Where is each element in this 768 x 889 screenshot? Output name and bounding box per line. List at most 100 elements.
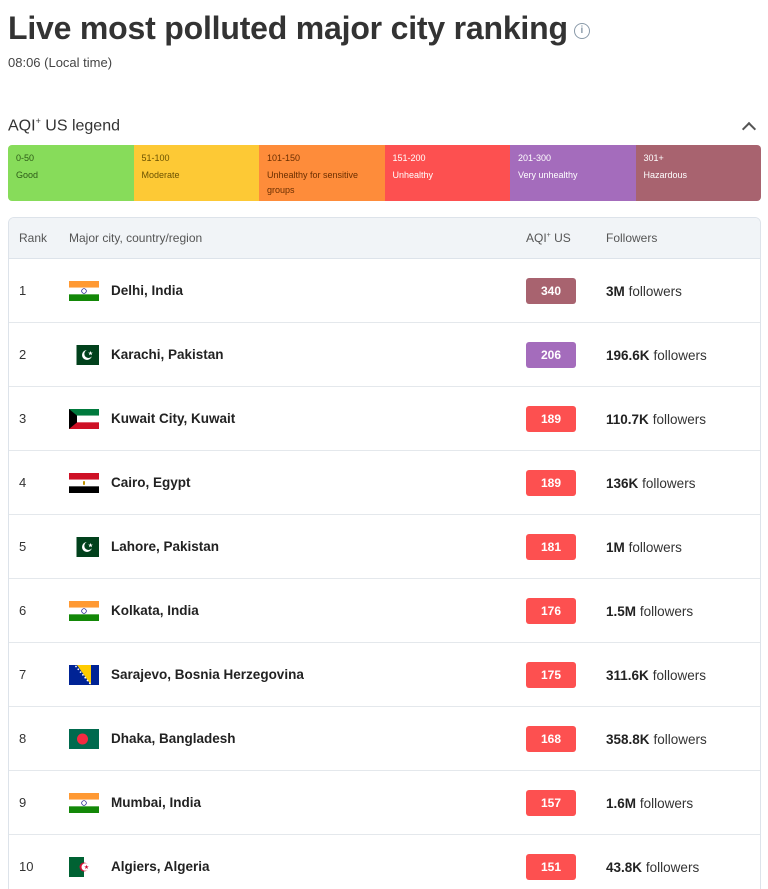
aqi-badge: 176 bbox=[526, 597, 576, 624]
header-rank[interactable]: Rank bbox=[19, 231, 48, 245]
city-name[interactable]: Delhi, India bbox=[111, 283, 184, 298]
header-city[interactable]: Major city, country/region bbox=[69, 231, 203, 245]
table-row[interactable]: 1 Delhi, India 340 3M followers bbox=[9, 259, 760, 323]
row-aqi: 168 bbox=[526, 725, 606, 752]
row-city[interactable]: Dhaka, Bangladesh bbox=[69, 728, 526, 749]
followers-label: followers bbox=[653, 731, 707, 747]
legend-range: 101-150 bbox=[267, 153, 301, 163]
row-aqi: 181 bbox=[526, 533, 606, 560]
row-rank: 8 bbox=[19, 731, 27, 746]
table-row[interactable]: 3 Kuwait City, Kuwait 189 110.7K followers bbox=[9, 387, 760, 451]
local-time: 08:06 (Local time) bbox=[8, 55, 113, 70]
city-name[interactable]: Kolkata, India bbox=[111, 603, 199, 618]
pakistan-flag-icon bbox=[69, 536, 99, 557]
table-header: Rank Major city, country/region AQI+ US … bbox=[9, 218, 760, 259]
row-followers: 43.8K followers bbox=[606, 859, 760, 875]
followers-count: 1.6M bbox=[606, 795, 637, 811]
aqi-badge: 168 bbox=[526, 725, 576, 752]
followers-count: 1M bbox=[606, 539, 625, 555]
table-row[interactable]: 8 Dhaka, Bangladesh 168 358.8K followers bbox=[9, 707, 760, 771]
legend-range: 301+ bbox=[643, 153, 664, 163]
aqi-badge: 340 bbox=[526, 277, 576, 304]
followers-label: followers bbox=[628, 283, 682, 299]
row-followers: 196.6K followers bbox=[606, 347, 760, 363]
legend-segment-very-unhealthy: 201-300 Very unhealthy bbox=[510, 145, 636, 201]
row-aqi: 340 bbox=[526, 277, 606, 304]
row-city[interactable]: Mumbai, India bbox=[69, 792, 526, 813]
legend-segment-unhealthy: 151-200 Unhealthy bbox=[384, 145, 510, 201]
header-followers[interactable]: Followers bbox=[606, 231, 658, 245]
row-aqi: 175 bbox=[526, 661, 606, 688]
legend-label: Unhealthy for sensitive groups bbox=[267, 170, 359, 195]
row-city[interactable]: Algiers, Algeria bbox=[69, 856, 526, 877]
aqi-badge: 175 bbox=[526, 661, 576, 688]
page-title: Live most polluted major city ranking bbox=[8, 10, 568, 46]
table-row[interactable]: 5 Lahore, Pakistan 181 1M followers bbox=[9, 515, 760, 579]
row-rank: 1 bbox=[19, 283, 27, 298]
followers-count: 358.8K bbox=[606, 731, 650, 747]
legend-label: Hazardous bbox=[643, 170, 688, 180]
legend-segment-hazardous: 301+ Hazardous bbox=[635, 145, 761, 201]
row-rank: 10 bbox=[19, 859, 34, 874]
row-rank: 3 bbox=[19, 411, 27, 426]
info-icon[interactable]: i bbox=[573, 23, 590, 39]
header-aqi[interactable]: AQI+ US bbox=[526, 231, 571, 245]
bangladesh-flag-icon bbox=[69, 728, 99, 749]
followers-label: followers bbox=[639, 795, 694, 811]
row-followers: 1.6M followers bbox=[606, 795, 760, 811]
row-followers: 136K followers bbox=[606, 475, 760, 491]
city-name[interactable]: Algiers, Algeria bbox=[111, 859, 210, 874]
city-name[interactable]: Sarajevo, Bosnia Herzegovina bbox=[111, 667, 304, 682]
table-row[interactable]: 7 Sarajevo, Bosnia Herzegovina 175 311.6K f… bbox=[9, 643, 760, 707]
row-city[interactable]: Kuwait City, Kuwait bbox=[69, 408, 526, 429]
followers-label: followers bbox=[639, 603, 694, 619]
row-city[interactable]: Cairo, Egypt bbox=[69, 472, 526, 493]
title-row: Live most polluted major city ranking i bbox=[8, 8, 590, 48]
table-row[interactable]: 6 Kolkata, India 176 1.5M followers bbox=[9, 579, 760, 643]
followers-count: 3M bbox=[606, 283, 625, 299]
row-city[interactable]: Kolkata, India bbox=[69, 600, 526, 621]
kuwait-flag-icon bbox=[69, 408, 99, 429]
row-aqi: 189 bbox=[526, 405, 606, 432]
legend-segment-good: 0-50 Good bbox=[8, 145, 134, 201]
legend-label: Moderate bbox=[141, 170, 180, 180]
followers-label: followers bbox=[628, 539, 682, 555]
followers-count: 136K bbox=[606, 475, 639, 491]
egypt-flag-icon bbox=[69, 472, 99, 493]
city-name[interactable]: Cairo, Egypt bbox=[111, 475, 191, 490]
row-aqi: 176 bbox=[526, 597, 606, 624]
table-row[interactable]: 2 Karachi, Pakistan 206 196.6K followers bbox=[9, 323, 760, 387]
followers-label: followers bbox=[652, 667, 706, 683]
row-city[interactable]: Lahore, Pakistan bbox=[69, 536, 526, 557]
city-name[interactable]: Mumbai, India bbox=[111, 795, 202, 810]
city-name[interactable]: Dhaka, Bangladesh bbox=[111, 731, 236, 746]
city-name[interactable]: Kuwait City, Kuwait bbox=[111, 411, 236, 426]
row-city[interactable]: Delhi, India bbox=[69, 280, 526, 301]
followers-count: 1.5M bbox=[606, 603, 637, 619]
aqi-badge: 151 bbox=[526, 853, 576, 880]
row-rank: 2 bbox=[19, 347, 27, 362]
city-name[interactable]: Lahore, Pakistan bbox=[111, 539, 220, 554]
aqi-badge: 189 bbox=[526, 469, 576, 496]
row-rank: 5 bbox=[19, 539, 27, 554]
row-followers: 1.5M followers bbox=[606, 603, 760, 619]
table-row[interactable]: 9 Mumbai, India 157 1.6M followers bbox=[9, 771, 760, 835]
followers-count: 311.6K bbox=[606, 667, 649, 683]
row-followers: 3M followers bbox=[606, 283, 760, 299]
row-followers: 1M followers bbox=[606, 539, 760, 555]
aqi-badge: 189 bbox=[526, 405, 576, 432]
legend-segment-unhealthy-sensitive: 101-150 Unhealthy for sensitive groups bbox=[259, 145, 385, 201]
india-flag-icon bbox=[69, 280, 99, 301]
city-name[interactable]: Karachi, Pakistan bbox=[111, 347, 224, 362]
row-city[interactable]: Sarajevo, Bosnia Herzegovina bbox=[69, 664, 526, 685]
chevron-up-icon[interactable] bbox=[741, 121, 757, 137]
row-aqi: 189 bbox=[526, 469, 606, 496]
row-aqi: 157 bbox=[526, 789, 606, 816]
legend-header[interactable]: AQI+ US legend bbox=[8, 116, 760, 137]
bosnia-flag-icon bbox=[69, 664, 99, 685]
table-row[interactable]: 4 Cairo, Egypt 189 136K followers bbox=[9, 451, 760, 515]
row-rank: 6 bbox=[19, 603, 27, 618]
table-row[interactable]: 10 Algiers, Algeria 151 43.8K followers bbox=[9, 835, 760, 889]
row-city[interactable]: Karachi, Pakistan bbox=[69, 344, 526, 365]
legend-title: AQI+ US legend bbox=[8, 116, 120, 135]
